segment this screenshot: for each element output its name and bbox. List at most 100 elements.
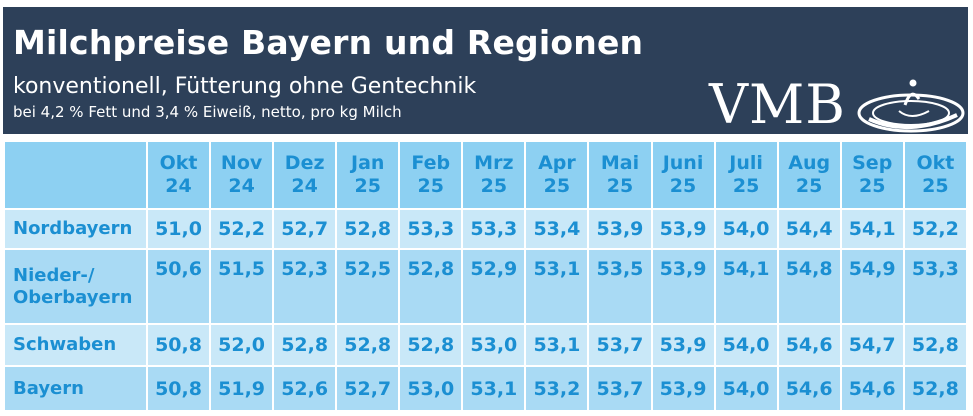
column-header-month: Juni (662, 152, 704, 174)
price-cell: 53,9 (652, 250, 714, 323)
vmb-logo: VMB (709, 75, 967, 137)
table-header-row: Okt 24 Nov 24 Dez 24 Jan 25 Feb 25 Mrz 25 Apr 25 Mai 25… (5, 142, 966, 208)
column-header: Feb 25 (400, 142, 462, 208)
column-header-year: 25 (606, 175, 634, 197)
page-subtitle-detail: bei 4,2 % Fett und 3,4 % Eiweiß, netto, … (13, 103, 402, 121)
price-cell: 51,9 (211, 367, 273, 410)
column-header-year: 25 (732, 175, 760, 197)
price-cell: 54,6 (778, 367, 840, 410)
price-cell: 52,5 (337, 250, 399, 323)
column-header: Sep 25 (841, 142, 903, 208)
column-header-month: Sep (852, 152, 893, 174)
price-cell: 53,5 (589, 250, 651, 323)
column-header-year: 24 (291, 175, 318, 197)
column-header-month: Okt (916, 152, 955, 174)
column-header-year: 25 (858, 175, 886, 197)
column-header-year: 24 (228, 175, 255, 197)
price-cell: 54,4 (778, 210, 840, 248)
header-corner-cell (5, 142, 146, 208)
price-cell: 54,0 (715, 325, 777, 365)
milk-splash-icon (857, 79, 965, 133)
column-header-month: Mai (600, 152, 640, 174)
column-header-year: 25 (922, 175, 949, 197)
price-cell: 53,4 (526, 210, 588, 248)
column-header: Dez 24 (274, 142, 336, 208)
price-cell: 54,1 (841, 210, 903, 248)
price-cell: 52,3 (274, 250, 336, 323)
price-cell: 50,6 (148, 250, 210, 323)
price-cell: 54,6 (778, 325, 840, 365)
column-header: Jan 25 (337, 142, 399, 208)
column-header: Mai 25 (589, 142, 651, 208)
price-cell: 50,8 (148, 367, 210, 410)
price-cell: 52,8 (904, 367, 966, 410)
price-cell: 54,7 (841, 325, 903, 365)
column-header-year: 25 (669, 175, 697, 197)
price-cell: 53,3 (463, 210, 525, 248)
region-label: Schwaben (5, 325, 146, 365)
price-cell: 53,9 (589, 210, 651, 248)
column-header-year: 25 (543, 175, 571, 197)
column-header-month: Aug (788, 152, 831, 174)
price-cell: 52,8 (337, 325, 399, 365)
column-header-month: Okt (159, 152, 198, 174)
milk-price-table: Okt 24 Nov 24 Dez 24 Jan 25 Feb 25 Mrz 25 Apr 25 Mai 25… (3, 140, 968, 412)
column-header-month: Dez (284, 152, 325, 174)
header-banner: Milchpreise Bayern und Regionen konventi… (3, 7, 968, 137)
column-header-month: Mrz (474, 152, 514, 174)
price-cell: 53,9 (652, 367, 714, 410)
column-header-month: Jan (351, 152, 385, 174)
column-header-month: Apr (538, 152, 576, 174)
price-cell: 53,2 (526, 367, 588, 410)
price-cell: 52,8 (904, 325, 966, 365)
price-cell: 54,0 (715, 367, 777, 410)
table-row: Nordbayern 51,0 52,2 52,7 52,8 53,3 53,3 53,4 53… (5, 210, 966, 248)
column-header-year: 25 (417, 175, 444, 197)
table-row: Schwaben 50,8 52,0 52,8 52,8 52,8 53,0 53,1 53,7… (5, 325, 966, 365)
column-header-month: Feb (411, 152, 451, 174)
price-cell: 54,9 (841, 250, 903, 323)
price-cell: 54,0 (715, 210, 777, 248)
column-header-month: Juli (729, 152, 763, 174)
price-cell: 52,9 (463, 250, 525, 323)
price-cell: 53,9 (652, 325, 714, 365)
price-cell: 52,6 (274, 367, 336, 410)
column-header: Okt 25 (904, 142, 966, 208)
price-cell: 53,7 (589, 325, 651, 365)
price-cell: 53,1 (526, 325, 588, 365)
region-label: Nordbayern (5, 210, 146, 248)
column-header-year: 25 (480, 175, 508, 197)
column-header: Mrz 25 (463, 142, 525, 208)
column-header-year: 25 (795, 175, 823, 197)
price-cell: 52,7 (274, 210, 336, 248)
page-subtitle: konventionell, Fütterung ohne Gentechnik (13, 74, 477, 99)
price-cell: 51,5 (211, 250, 273, 323)
column-header-year: 25 (354, 175, 381, 197)
price-cell: 53,3 (400, 210, 462, 248)
column-header: Juni 25 (652, 142, 714, 208)
column-header: Juli 25 (715, 142, 777, 208)
column-header: Apr 25 (526, 142, 588, 208)
price-cell: 53,9 (652, 210, 714, 248)
price-cell: 54,6 (841, 367, 903, 410)
column-header-year: 24 (165, 175, 192, 197)
region-label: Nieder-/Oberbayern (5, 250, 146, 323)
price-cell: 53,0 (400, 367, 462, 410)
price-cell: 52,8 (400, 325, 462, 365)
column-header: Aug 25 (778, 142, 840, 208)
price-cell: 52,0 (211, 325, 273, 365)
price-cell: 53,7 (589, 367, 651, 410)
price-cell: 52,2 (211, 210, 273, 248)
price-cell: 52,7 (337, 367, 399, 410)
table-row: Nieder-/Oberbayern 50,6 51,5 52,3 52,5 52,8 52… (5, 250, 966, 323)
price-cell: 52,8 (400, 250, 462, 323)
price-cell: 53,1 (526, 250, 588, 323)
price-cell: 53,3 (904, 250, 966, 323)
column-header-month: Nov (220, 152, 263, 174)
price-cell: 52,8 (274, 325, 336, 365)
price-cell: 50,8 (148, 325, 210, 365)
logo-text: VMB (709, 73, 846, 136)
column-header: Okt 24 (148, 142, 210, 208)
region-label: Bayern (5, 367, 146, 410)
price-cell: 52,2 (904, 210, 966, 248)
